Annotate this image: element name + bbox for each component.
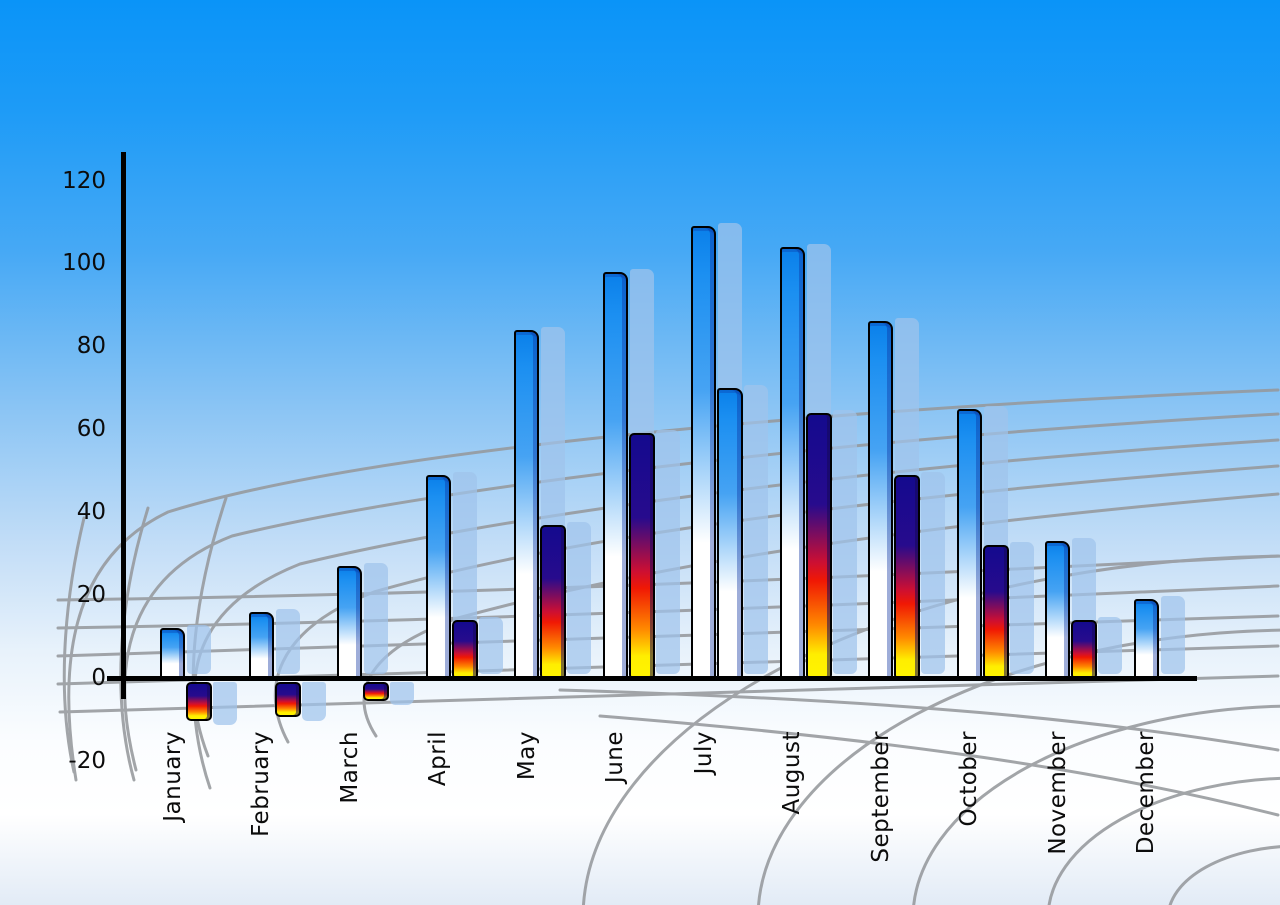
y-axis-line xyxy=(121,152,126,699)
bar-april-series2-shadow xyxy=(478,616,503,674)
bar-august-series2 xyxy=(805,412,832,680)
bar-june-series1 xyxy=(602,271,628,680)
y-tick-label: 40 xyxy=(76,499,106,526)
bar-march-series1-shadow xyxy=(364,563,388,674)
bar-april-series1 xyxy=(425,474,451,680)
bar-march-series2 xyxy=(363,682,389,701)
x-label-text: May xyxy=(513,731,540,781)
bar-january-series2-shadow xyxy=(213,682,237,726)
y-tick-label: 0 xyxy=(91,665,106,691)
x-label-february: February xyxy=(244,731,278,837)
grid-curve xyxy=(67,388,1280,782)
bar-july-series1 xyxy=(691,226,716,680)
x-label-text: September xyxy=(867,731,894,863)
bar-february-series2-shadow xyxy=(301,682,326,722)
grid-curve xyxy=(123,412,1280,772)
bar-october-series2-shadow xyxy=(1009,542,1034,674)
bar-may-series2-shadow xyxy=(567,521,591,674)
y-tick-label: -20 xyxy=(68,747,106,774)
bar-may-series2 xyxy=(540,524,566,680)
bar-november-series2-shadow xyxy=(1098,616,1122,674)
bar-june-series2 xyxy=(628,433,655,680)
x-label-october: October xyxy=(952,731,986,827)
bar-december-series1 xyxy=(1133,599,1159,680)
bar-november-series1 xyxy=(1045,541,1070,680)
x-label-text: February xyxy=(248,731,274,837)
bar-october-series2 xyxy=(982,545,1009,680)
bar-august-series2-shadow xyxy=(832,409,857,674)
bar-january-series1 xyxy=(160,628,185,680)
bar-july-series2 xyxy=(717,387,743,680)
bar-november-series2 xyxy=(1071,619,1097,680)
x-label-text: November xyxy=(1044,731,1071,855)
x-label-text: August xyxy=(779,731,805,815)
x-label-text: April xyxy=(425,731,451,787)
grid-vertical xyxy=(62,516,86,774)
x-label-april: April xyxy=(421,731,455,786)
x-label-june: June xyxy=(598,731,632,783)
bar-september-series2 xyxy=(894,474,920,680)
y-tick-label: 120 xyxy=(62,167,106,194)
x-label-december: December xyxy=(1129,731,1163,854)
x-label-text: October xyxy=(956,731,982,827)
bar-september-series1 xyxy=(868,321,893,680)
x-label-text: March xyxy=(336,731,363,804)
x-label-may: May xyxy=(510,731,544,780)
x-label-text: December xyxy=(1133,731,1159,855)
bar-february-series2 xyxy=(274,682,301,718)
y-tick-label: 20 xyxy=(76,582,106,609)
bar-july-series2-shadow xyxy=(744,384,768,674)
x-axis-zero-line xyxy=(107,676,1197,681)
x-label-text: January xyxy=(159,731,186,822)
bar-march-series1 xyxy=(337,566,362,680)
y-tick-label: 60 xyxy=(76,416,106,443)
bar-february-series1-shadow xyxy=(275,608,300,674)
bar-august-series1 xyxy=(779,246,805,680)
x-label-text: July xyxy=(690,731,717,775)
x-label-august: August xyxy=(775,731,809,815)
bar-january-series2 xyxy=(186,682,212,722)
bar-june-series2-shadow xyxy=(655,430,680,674)
x-label-january: January xyxy=(156,731,190,822)
grid-ray xyxy=(598,714,1280,817)
grid-ray xyxy=(558,688,1280,752)
bar-march-series2-shadow xyxy=(390,682,414,705)
x-label-november: November xyxy=(1041,731,1075,855)
bar-september-series2-shadow xyxy=(921,471,945,674)
x-label-text: June xyxy=(602,731,628,784)
bar-may-series1 xyxy=(514,329,539,680)
x-label-march: March xyxy=(333,731,367,804)
bar-october-series1 xyxy=(956,408,982,680)
bar-february-series1 xyxy=(248,611,274,680)
bar-january-series1-shadow xyxy=(187,625,211,674)
bar-april-series2 xyxy=(451,619,478,680)
bar-december-series1-shadow xyxy=(1160,596,1185,674)
x-label-september: September xyxy=(864,731,898,863)
y-tick-label: 80 xyxy=(76,333,106,360)
x-label-july: July xyxy=(687,731,721,774)
y-tick-label: 100 xyxy=(62,250,106,277)
